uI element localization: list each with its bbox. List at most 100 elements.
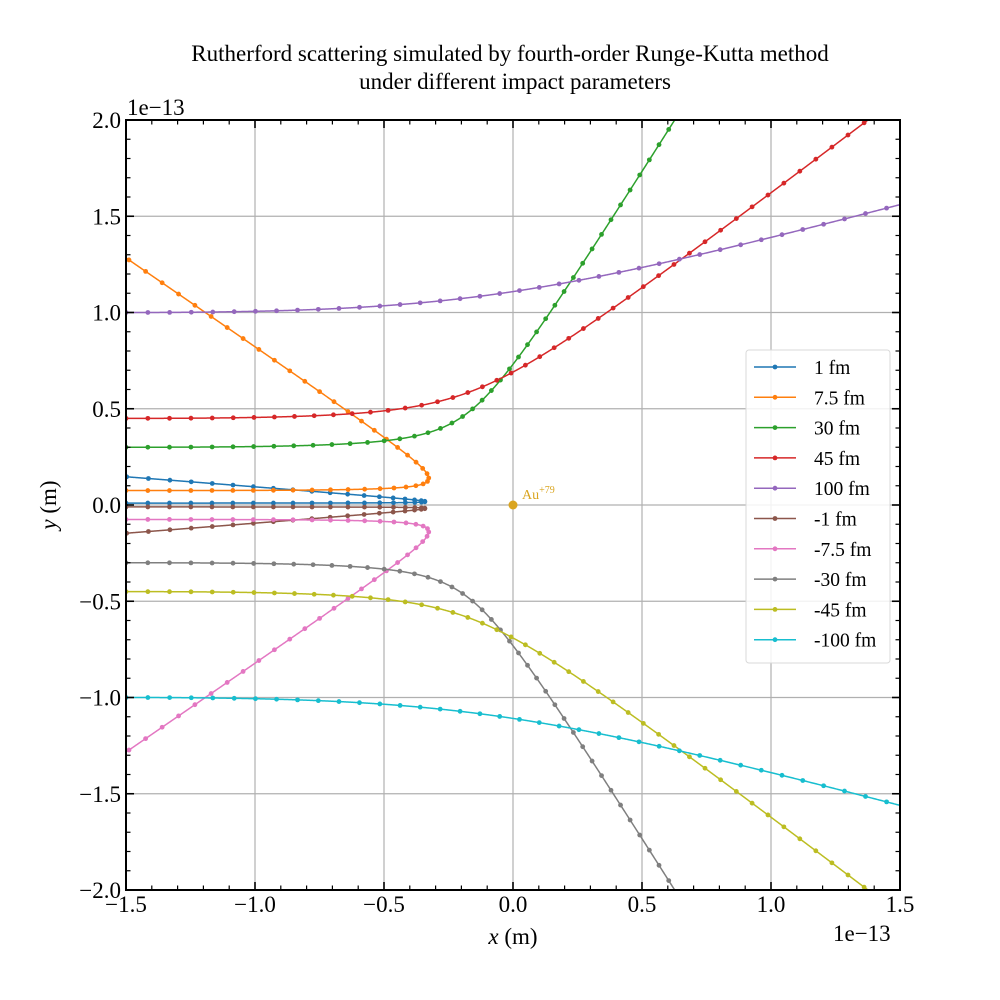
data-point: [842, 788, 847, 794]
data-point: [391, 500, 396, 506]
data-point: [696, 924, 701, 929]
data-point: [589, 246, 595, 252]
data-point: [327, 500, 333, 506]
data-point: [167, 500, 172, 506]
data-point: [616, 269, 622, 275]
data-point: [329, 442, 335, 447]
data-point: [126, 747, 132, 753]
legend-marker: [772, 637, 778, 643]
data-point: [589, 758, 595, 764]
data-point: [536, 720, 542, 725]
data-point: [666, 126, 672, 132]
data-point: [110, 759, 115, 764]
data-point: [926, 195, 931, 200]
data-point: [927, 934, 932, 939]
series-line: [126, 120, 676, 448]
data-point: [188, 525, 194, 531]
data-point: [331, 605, 337, 611]
data-point: [251, 444, 257, 449]
series-line: [126, 203, 900, 314]
data-point: [969, 822, 974, 827]
data-point: [449, 584, 455, 590]
data-point: [537, 354, 543, 360]
data-point: [516, 650, 521, 656]
data-point: [697, 753, 703, 758]
series-layer: [59, 120, 974, 939]
y-tick-label: 0.0: [92, 493, 121, 518]
data-point: [256, 347, 262, 352]
ticks: [125, 119, 901, 891]
data-point: [863, 211, 868, 216]
data-point: [829, 144, 835, 150]
data-point: [250, 504, 256, 510]
data-point: [167, 444, 172, 450]
series--100fm: [126, 695, 974, 827]
data-point: [480, 384, 485, 390]
data-point: [291, 561, 297, 567]
data-point: [230, 589, 236, 595]
data-point: [167, 560, 172, 566]
data-point: [422, 498, 428, 504]
data-point: [362, 500, 367, 506]
data-point: [345, 409, 351, 414]
data-point: [517, 717, 522, 722]
legend-marker: [772, 364, 778, 370]
data-point: [311, 413, 317, 419]
legend-marker: [772, 394, 778, 400]
data-point: [188, 479, 194, 485]
data-point: [287, 368, 293, 374]
data-point: [145, 415, 151, 421]
legend-label: 30 fm: [814, 419, 860, 440]
data-point: [230, 560, 236, 566]
data-point: [878, 897, 883, 902]
data-point: [250, 500, 256, 506]
data-point: [110, 246, 115, 251]
data-point: [636, 265, 642, 271]
data-point: [422, 506, 428, 512]
data-point: [656, 862, 662, 868]
data-point: [599, 232, 604, 237]
data-point: [627, 817, 633, 823]
data-point: [345, 596, 351, 601]
data-point: [523, 642, 528, 648]
data-point: [251, 590, 257, 595]
data-point: [477, 293, 483, 299]
data-point: [309, 517, 315, 523]
data-point: [697, 252, 703, 257]
y-tick-label: 1.0: [92, 301, 121, 326]
data-point: [59, 794, 64, 799]
data-point: [80, 534, 85, 539]
data-point: [525, 662, 530, 668]
data-point: [488, 388, 494, 393]
data-point: [402, 505, 408, 510]
data-point: [362, 518, 368, 524]
data-point: [905, 805, 910, 810]
data-point: [656, 743, 662, 749]
data-point: [310, 442, 316, 448]
data-point: [395, 445, 400, 450]
data-point: [781, 180, 787, 186]
y-tick-label: 1.5: [92, 204, 121, 229]
series-1fm: [126, 474, 428, 506]
data-point: [377, 510, 382, 516]
data-point: [188, 415, 194, 421]
data-point: [637, 172, 643, 178]
data-point: [371, 427, 377, 433]
data-point: [581, 326, 586, 331]
x-axis-label: x (m): [487, 924, 537, 949]
data-point: [420, 523, 426, 529]
data-point: [145, 500, 151, 506]
data-point: [188, 500, 194, 506]
data-point: [426, 475, 432, 481]
legend: 1 fm 7.5 fm 30 fm 45 fm 100 fm -1 fm -7.5 fm -3…: [745, 349, 891, 664]
data-point: [381, 566, 387, 572]
data-point: [450, 395, 456, 400]
data-point: [403, 520, 409, 526]
data-point: [93, 771, 98, 776]
data-point: [287, 636, 293, 642]
data-point: [494, 627, 500, 633]
tick-labels: −1.5 −1.0 −0.5 0.0 0.5 1.0 1.5−2.0−1.5−1.0−0.5…: [79, 108, 914, 917]
data-point: [146, 529, 151, 534]
data-point: [477, 711, 483, 717]
data-point: [821, 783, 827, 789]
